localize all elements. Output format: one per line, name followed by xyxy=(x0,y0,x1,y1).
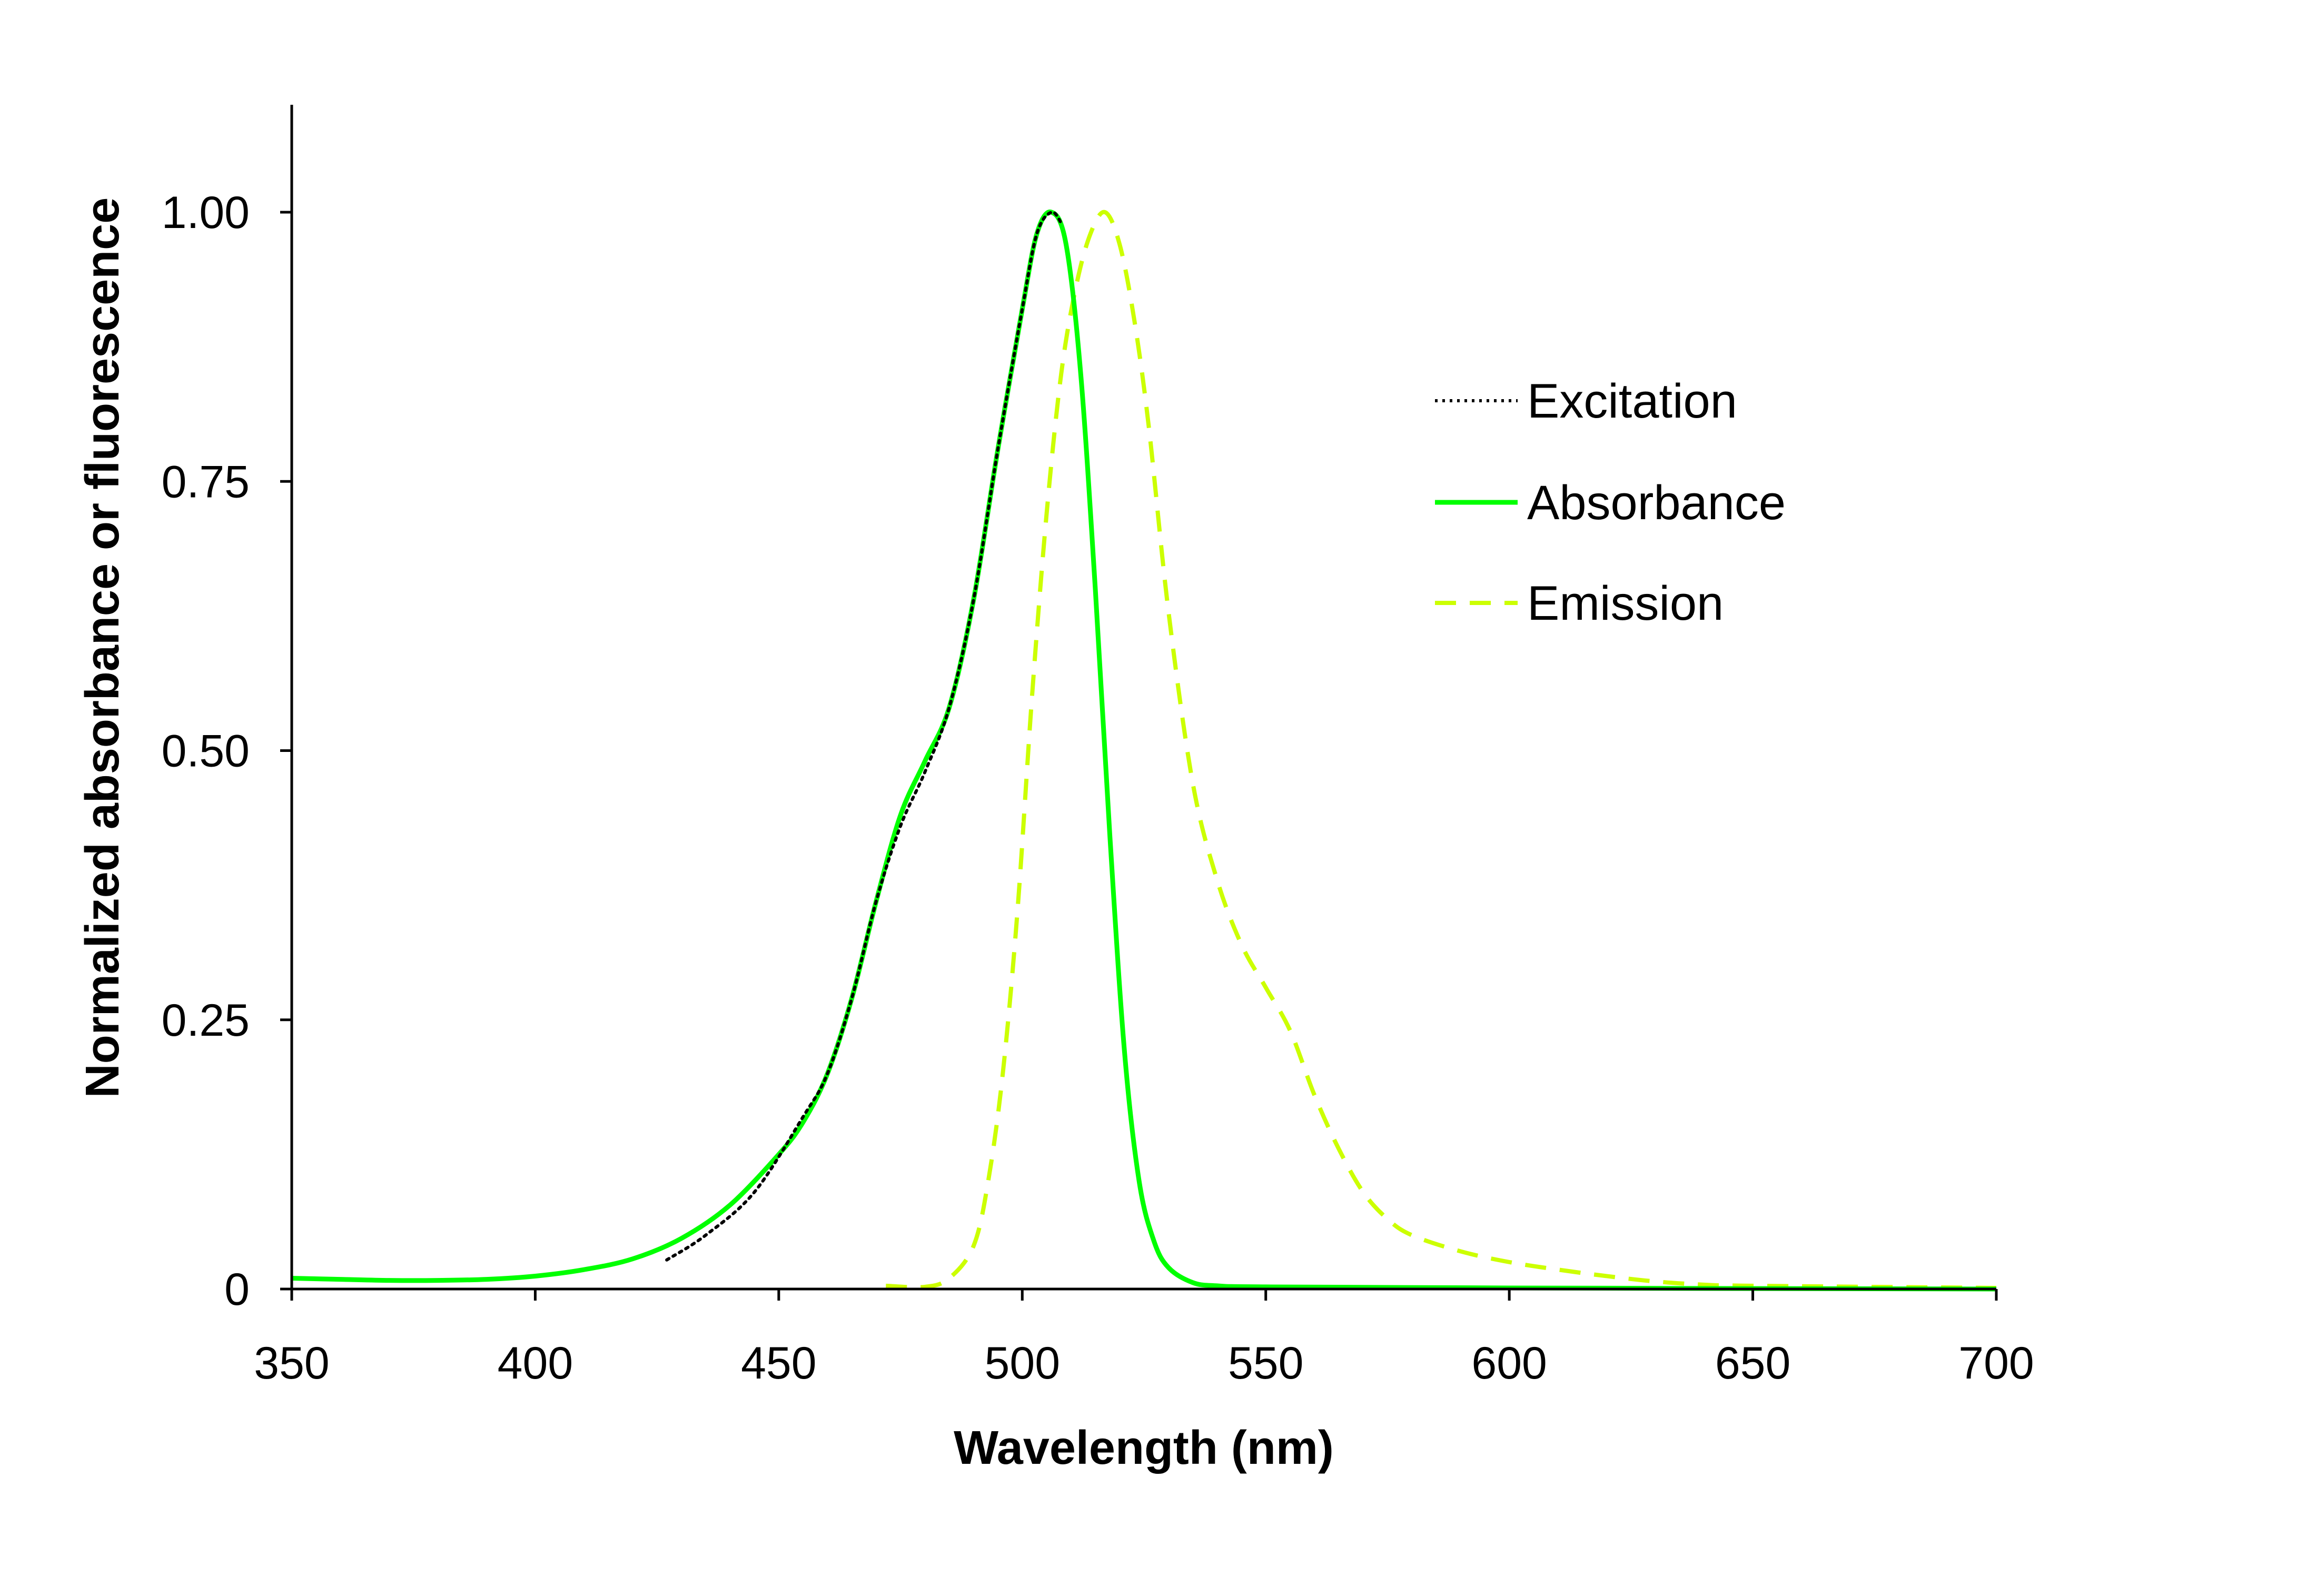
y-axis-label: Normalized absorbance or fluorescence xyxy=(76,197,129,1098)
legend: Excitation Absorbance Emission xyxy=(1435,374,1786,630)
x-axis-label: Wavelength (nm) xyxy=(954,1422,1334,1474)
x-tick-label: 700 xyxy=(1958,1338,2034,1389)
x-tick-label: 550 xyxy=(1228,1338,1304,1389)
x-tick-label: 450 xyxy=(741,1338,817,1389)
y-tick-label: 1.00 xyxy=(162,187,250,238)
x-tick-label: 500 xyxy=(985,1338,1061,1389)
y-tick-label: 0 xyxy=(224,1264,250,1315)
series-layer xyxy=(291,210,1997,1292)
legend-label-excitation: Excitation xyxy=(1527,374,1737,428)
x-tick-label: 650 xyxy=(1715,1338,1791,1389)
x-tick-label: 350 xyxy=(254,1338,330,1389)
y-tick-label: 0.50 xyxy=(162,726,250,777)
y-tick-label: 0.25 xyxy=(162,995,250,1046)
legend-label-emission: Emission xyxy=(1527,577,1724,630)
x-tick-label: 600 xyxy=(1471,1338,1547,1389)
legend-label-absorbance: Absorbance xyxy=(1527,476,1786,530)
series-excitation-line xyxy=(665,210,1063,1262)
series-emission-line xyxy=(886,210,1997,1290)
ticks-layer: 350 400 450 500 550 600 650 700 0 0.25 0.50 0.75 1.0… xyxy=(162,187,2034,1389)
x-tick-label: 400 xyxy=(498,1338,573,1389)
y-tick-label: 0.75 xyxy=(162,457,250,507)
